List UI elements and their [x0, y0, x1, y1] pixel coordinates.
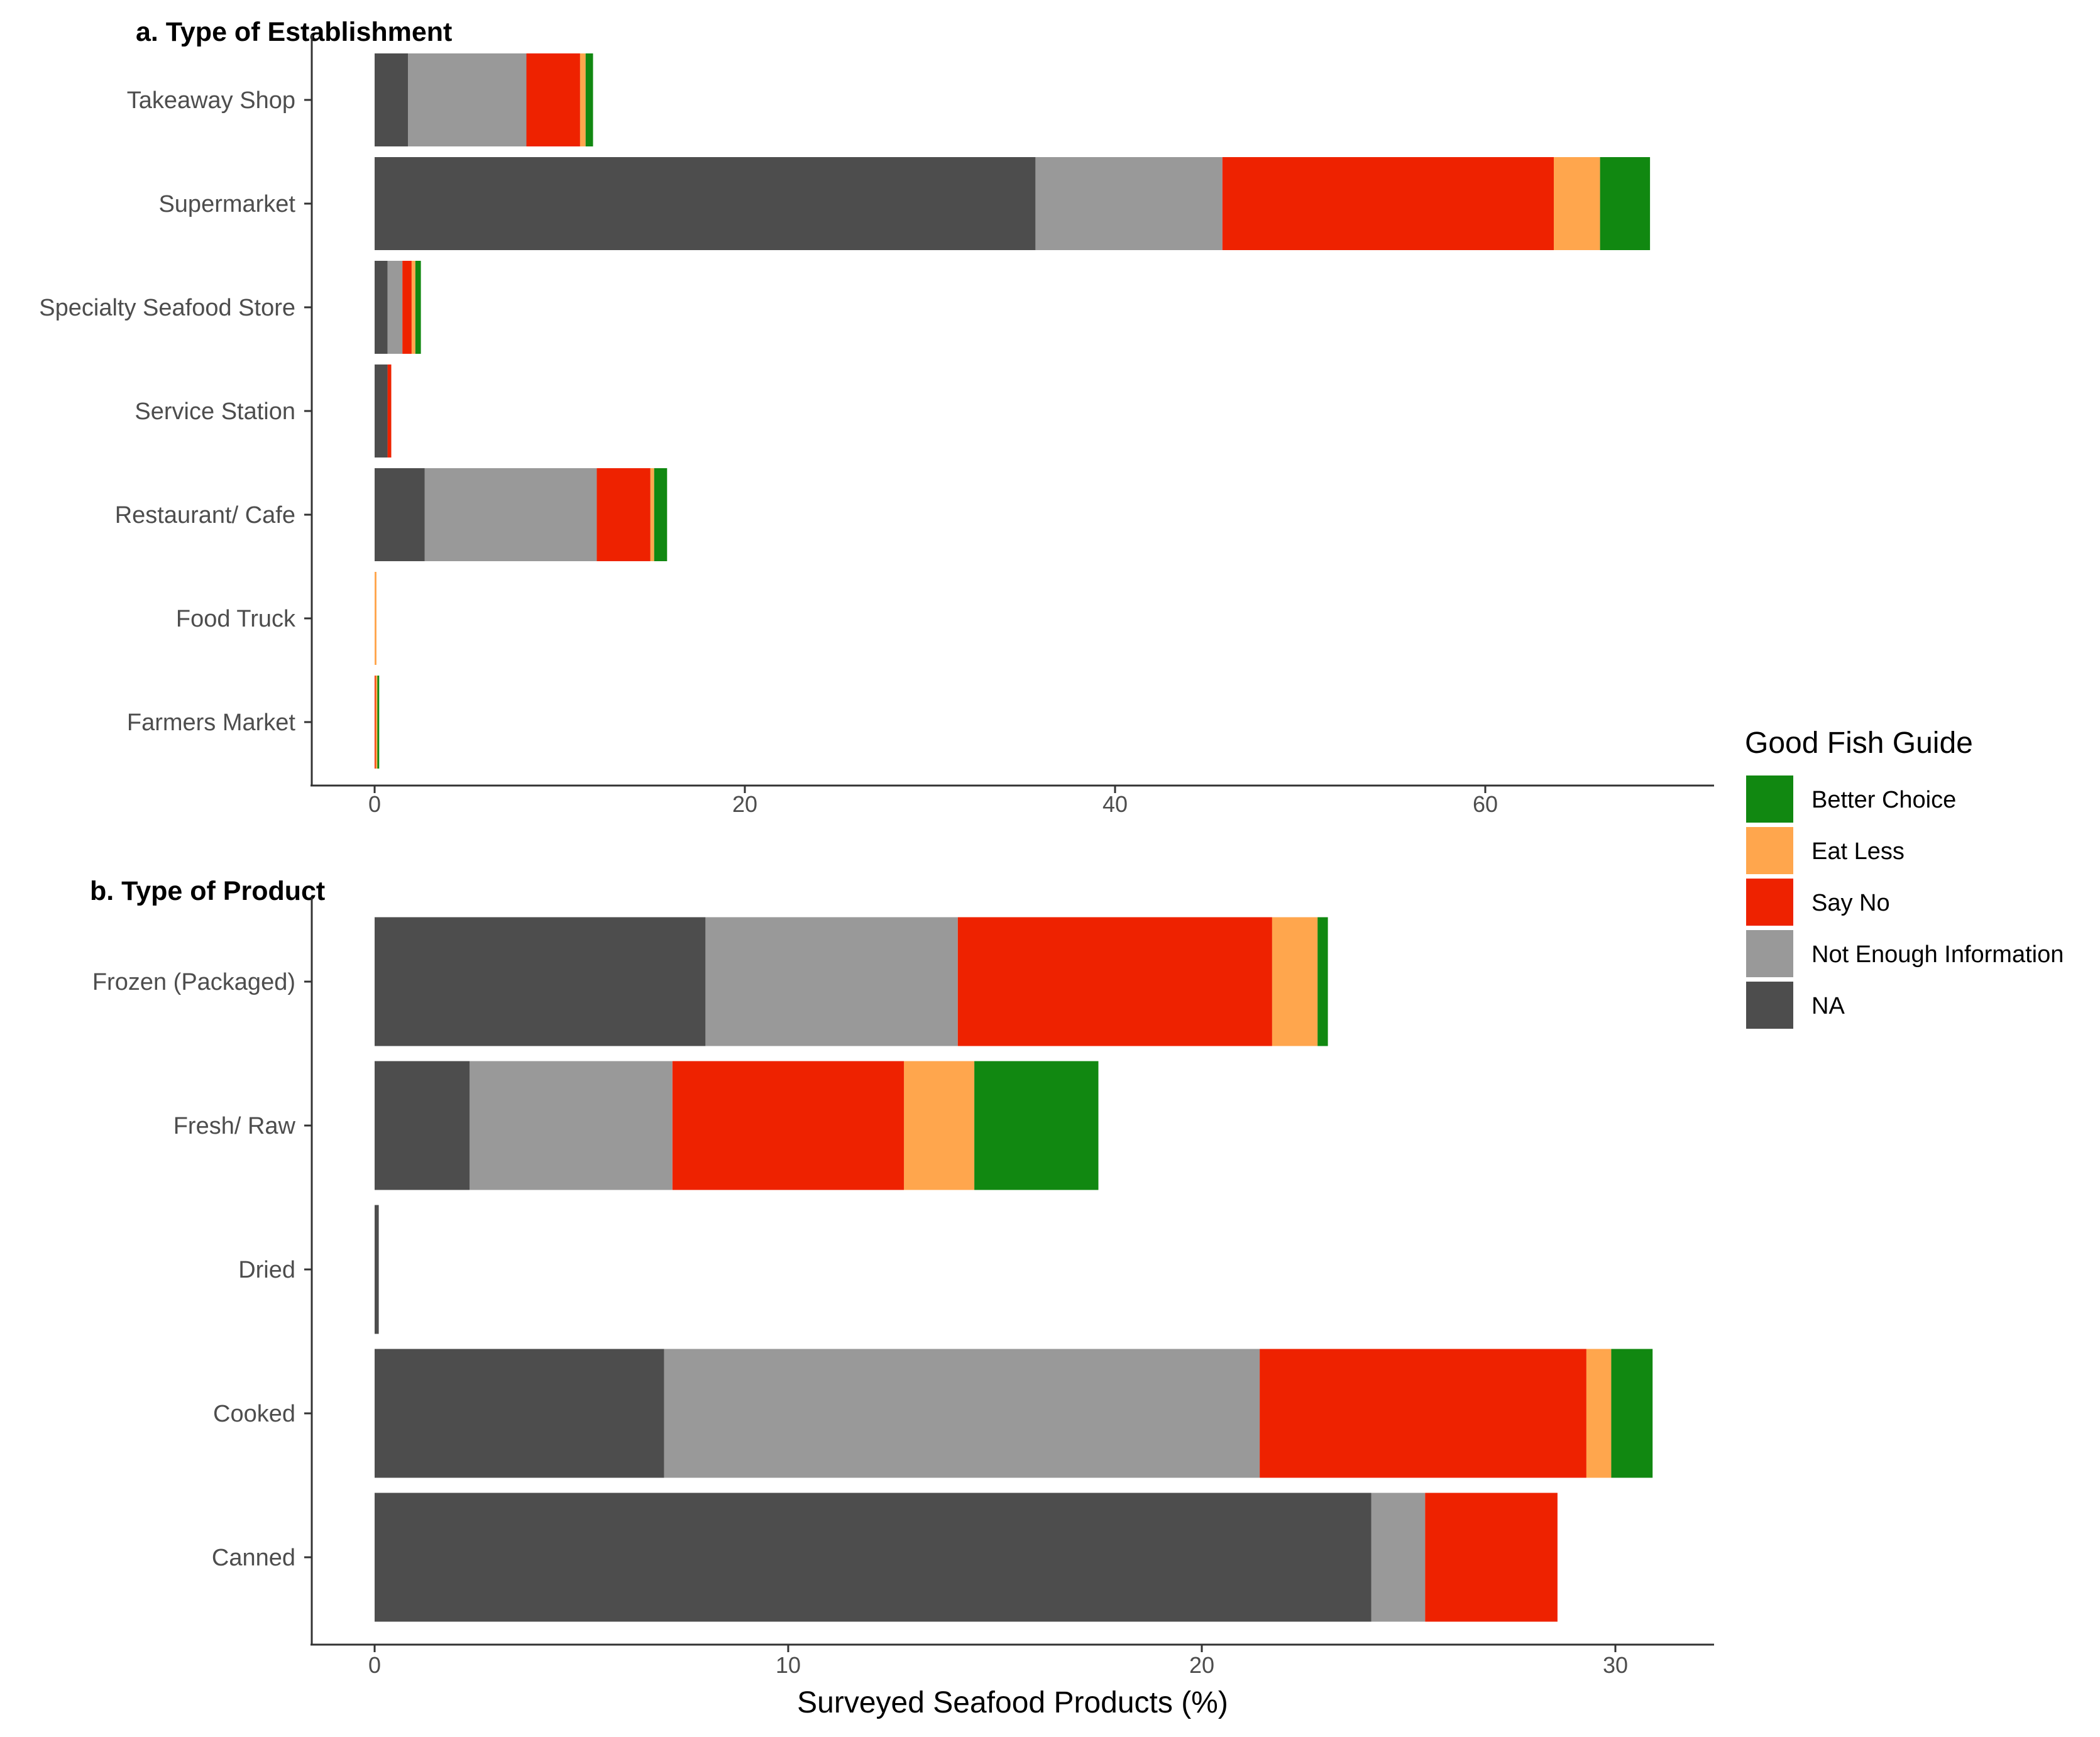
panel-a-category-label: Takeaway Shop: [127, 87, 295, 114]
panel-a-bar-specialty-seafood-store-say-no: [402, 261, 412, 354]
panel-b-bar-frozen-packaged-say-no: [957, 917, 1272, 1046]
panel-b-bar-cooked-eat-less: [1586, 1349, 1612, 1478]
panel-b-bar-fresh-raw-eat-less: [904, 1061, 975, 1190]
legend-label-say-no: Say No: [1811, 890, 1890, 916]
panel-b-category-label: Fresh/ Raw: [173, 1113, 296, 1139]
panel-a-bar-farmers-market-better-choice: [377, 676, 380, 769]
panel-b-category-label: Dried: [238, 1257, 295, 1283]
panel-a-bars: Takeaway Shop Supermarket Specialty Seafoo…: [39, 53, 1651, 817]
panel-b-bar-dried-na: [375, 1205, 379, 1334]
panel-a-bar-specialty-seafood-store-eat-less: [411, 261, 415, 354]
panel-b-bar-frozen-packaged-not-enough-information: [705, 917, 958, 1046]
panel-a-x-tick-label: 0: [368, 791, 381, 817]
panel-a-bar-restaurant-cafe-eat-less: [650, 468, 654, 561]
panel-a-x-tick-label: 20: [732, 791, 757, 817]
panel-a-bar-takeaway-shop-eat-less: [580, 53, 586, 146]
panel-a-bar-service-station-say-no: [387, 364, 392, 458]
panel-b-bar-frozen-packaged-better-choice: [1317, 917, 1328, 1046]
panel-b-bar-fresh-raw-na: [375, 1061, 470, 1190]
legend-label-not-enough-information: Not Enough Information: [1811, 941, 2064, 968]
panel-b-x-tick-label: 0: [368, 1652, 381, 1678]
panel-b-category-label: Frozen (Packaged): [92, 969, 295, 995]
legend-swatch-say-no: [1746, 879, 1793, 926]
panel-a-bar-takeaway-shop-na: [375, 53, 408, 146]
panel-a-bar-takeaway-shop-better-choice: [585, 53, 593, 146]
panel-a-bar-specialty-seafood-store-not-enough-information: [387, 261, 403, 354]
panel-b-bar-cooked-say-no: [1260, 1349, 1586, 1478]
panel-a-bar-takeaway-shop-not-enough-information: [408, 53, 527, 146]
panel-a-bar-supermarket-na: [375, 157, 1036, 250]
panel-a-bar-specialty-seafood-store-na: [375, 261, 388, 354]
legend: Good Fish Guide Better Choice Eat Less Say…: [1745, 726, 2064, 1029]
panel-b-bars: Frozen (Packaged) Fresh/ Raw Dried Cooked Ca…: [92, 917, 1653, 1678]
legend-title: Good Fish Guide: [1745, 726, 1973, 760]
panel-b-bar-canned-na: [375, 1493, 1372, 1622]
panel-a-x-tick-label: 40: [1102, 791, 1128, 817]
panel-a-category-label: Food Truck: [176, 606, 296, 632]
panel-b-bar-cooked-better-choice: [1611, 1349, 1653, 1478]
panel-b-x-tick-label: 20: [1189, 1652, 1214, 1678]
panel-a-bar-food-truck-eat-less: [375, 572, 377, 665]
legend-label-better-choice: Better Choice: [1811, 787, 1956, 813]
legend-swatch-not-enough-information: [1746, 930, 1793, 977]
legend-swatch-eat-less: [1746, 827, 1793, 874]
panel-b-bar-frozen-packaged-na: [375, 917, 706, 1046]
panel-b-bar-fresh-raw-better-choice: [974, 1061, 1099, 1190]
panel-a-bar-restaurant-cafe-not-enough-information: [424, 468, 597, 561]
panel-a-bar-supermarket-not-enough-information: [1035, 157, 1223, 250]
panel-establishment: a. Type of Establishment Takeaway Shop Su…: [39, 17, 1714, 817]
panel-a-category-label: Service Station: [135, 398, 295, 425]
panel-product: b. Type of Product Frozen (Packaged) Fres…: [90, 876, 1714, 1719]
panel-a-category-label: Restaurant/ Cafe: [115, 502, 295, 529]
panel-a-bar-service-station-na: [375, 364, 388, 458]
panel-b-category-label: Cooked: [213, 1401, 295, 1427]
panel-b-x-tick-label: 30: [1603, 1652, 1628, 1678]
legend-label-na: NA: [1811, 993, 1845, 1019]
panel-a-bar-farmers-market-eat-less: [375, 676, 378, 769]
legend-swatch-better-choice: [1746, 775, 1793, 823]
legend-items: Better Choice Eat Less Say No Not Enough In…: [1746, 775, 2064, 1029]
panel-b-bar-fresh-raw-not-enough-information: [470, 1061, 673, 1190]
panel-b-bar-canned-say-no: [1425, 1493, 1558, 1622]
panel-b-bar-cooked-na: [375, 1349, 664, 1478]
panel-a-bar-specialty-seafood-store-better-choice: [415, 261, 421, 354]
legend-label-eat-less: Eat Less: [1811, 838, 1905, 865]
panel-a-category-label: Farmers Market: [127, 710, 296, 736]
panel-a-bar-takeaway-shop-say-no: [526, 53, 580, 146]
panel-a-bar-supermarket-better-choice: [1600, 157, 1651, 250]
panel-b-bar-fresh-raw-say-no: [672, 1061, 904, 1190]
panel-b-x-tick-label: 10: [776, 1652, 801, 1678]
panel-a-x-tick-label: 60: [1473, 791, 1498, 817]
panel-a-bar-restaurant-cafe-say-no: [596, 468, 651, 561]
panel-a-bar-supermarket-eat-less: [1554, 157, 1600, 250]
panel-a-category-label: Specialty Seafood Store: [39, 295, 295, 321]
legend-swatch-na: [1746, 982, 1793, 1029]
panel-a-bar-supermarket-say-no: [1222, 157, 1554, 250]
panel-a-title: a. Type of Establishment: [136, 17, 452, 47]
x-axis-label: Surveyed Seafood Products (%): [797, 1686, 1228, 1719]
panel-b-bar-cooked-not-enough-information: [664, 1349, 1260, 1478]
panel-b-bar-canned-not-enough-information: [1371, 1493, 1426, 1622]
panel-a-category-label: Supermarket: [158, 191, 295, 217]
panel-b-title: b. Type of Product: [90, 876, 325, 906]
panel-a-bar-restaurant-cafe-better-choice: [654, 468, 668, 561]
panel-a-bar-farmers-market-say-no: [375, 676, 377, 769]
panel-a-bar-restaurant-cafe-na: [375, 468, 425, 561]
panel-b-category-label: Canned: [212, 1545, 295, 1571]
panel-b-bar-frozen-packaged-eat-less: [1272, 917, 1318, 1046]
